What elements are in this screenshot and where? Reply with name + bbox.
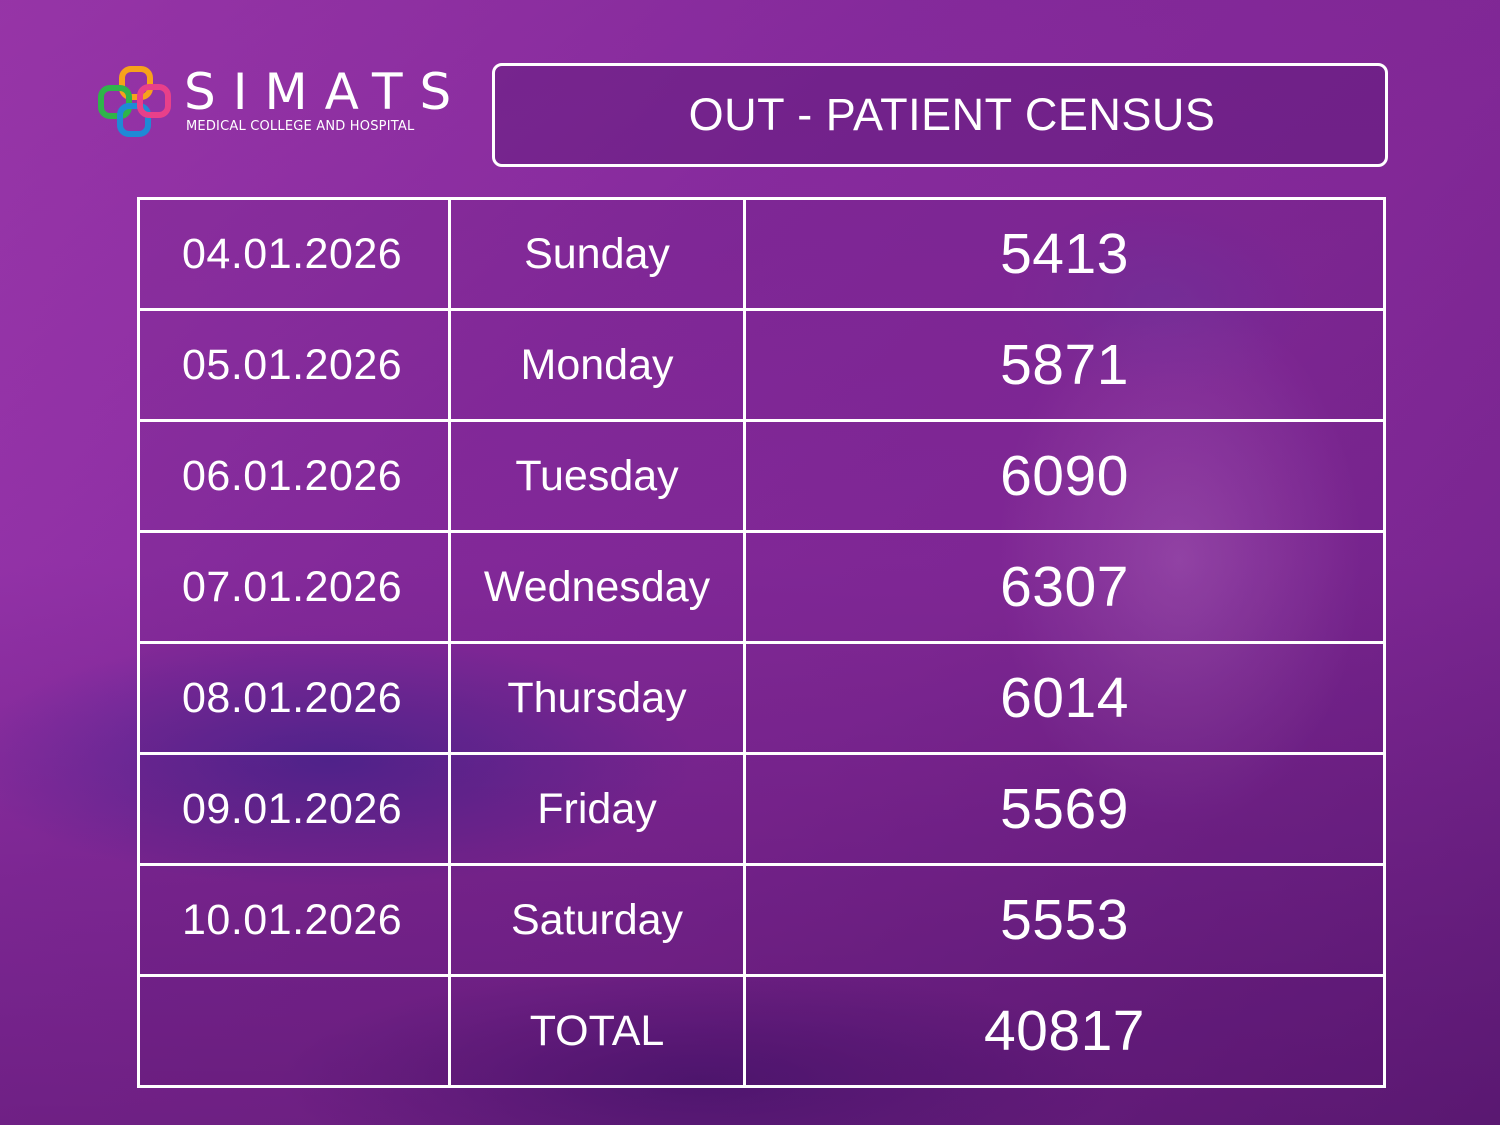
count-cell: 6014: [743, 641, 1386, 755]
day-cell: Monday: [448, 308, 746, 422]
table-row: 07.01.2026 Wednesday 6307: [137, 530, 1386, 644]
date-cell: 09.01.2026: [137, 752, 451, 866]
day-cell: Tuesday: [448, 419, 746, 533]
date-cell: 06.01.2026: [137, 419, 451, 533]
day-cell: Thursday: [448, 641, 746, 755]
census-table: 04.01.2026 Sunday 5413 05.01.2026 Monday…: [137, 197, 1386, 1088]
count-cell: 5413: [743, 197, 1386, 311]
table-row: 09.01.2026 Friday 5569: [137, 752, 1386, 866]
table-row: 08.01.2026 Thursday 6014: [137, 641, 1386, 755]
logo-wordmark: SIMATS: [184, 63, 469, 121]
logo-mark-icon: [98, 66, 171, 137]
table-row: 04.01.2026 Sunday 5413: [137, 197, 1386, 311]
hospital-logo: SIMATS MEDICAL COLLEGE AND HOSPITAL: [98, 64, 458, 144]
date-cell: 07.01.2026: [137, 530, 451, 644]
table-row: 05.01.2026 Monday 5871: [137, 308, 1386, 422]
total-row: TOTAL 40817: [137, 974, 1386, 1088]
count-cell: 5871: [743, 308, 1386, 422]
logo-subtitle: MEDICAL COLLEGE AND HOSPITAL: [186, 119, 415, 134]
count-cell: 5553: [743, 863, 1386, 977]
date-cell: 05.01.2026: [137, 308, 451, 422]
title-banner: OUT - PATIENT CENSUS: [492, 63, 1388, 167]
day-cell: Sunday: [448, 197, 746, 311]
total-count-cell: 40817: [743, 974, 1386, 1088]
table-row: 10.01.2026 Saturday 5553: [137, 863, 1386, 977]
table-row: 06.01.2026 Tuesday 6090: [137, 419, 1386, 533]
count-cell: 5569: [743, 752, 1386, 866]
total-label-cell: TOTAL: [448, 974, 746, 1088]
day-cell: Wednesday: [448, 530, 746, 644]
total-empty-cell: [137, 974, 451, 1088]
date-cell: 08.01.2026: [137, 641, 451, 755]
date-cell: 04.01.2026: [137, 197, 451, 311]
date-cell: 10.01.2026: [137, 863, 451, 977]
count-cell: 6090: [743, 419, 1386, 533]
day-cell: Friday: [448, 752, 746, 866]
count-cell: 6307: [743, 530, 1386, 644]
day-cell: Saturday: [448, 863, 746, 977]
page-title: OUT - PATIENT CENSUS: [688, 89, 1216, 140]
